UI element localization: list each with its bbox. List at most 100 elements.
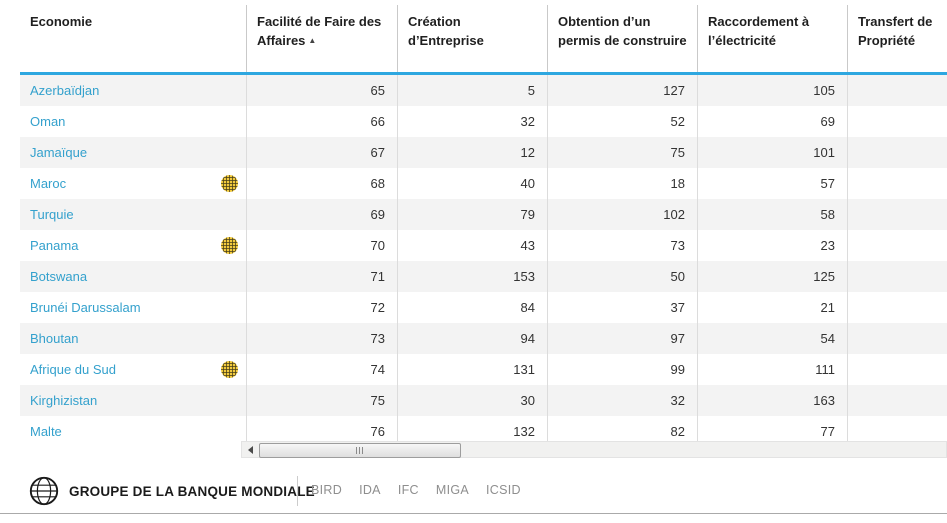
column-header-permis[interactable]: Obtention d’un permis de construire <box>547 5 697 72</box>
propriete-rank-cell <box>847 230 947 261</box>
economy-cell: Jamaïque <box>20 137 246 168</box>
propriete-rank-cell <box>847 416 947 441</box>
economy-cell: Botswana <box>20 261 246 292</box>
rankings-table: Economie Facilité de Faire des Affaires ▲… <box>20 5 947 441</box>
economy-cell: Turquie <box>20 199 246 230</box>
column-header-facilite-label: Facilité de Faire des Affaires <box>257 14 382 48</box>
electricite-rank-cell: 77 <box>697 416 847 441</box>
facilite-rank-cell: 71 <box>246 261 397 292</box>
creation-rank-cell: 131 <box>397 354 547 385</box>
propriete-rank-cell <box>847 292 947 323</box>
economy-cell: Azerbaïdjan <box>20 75 246 106</box>
economy-link[interactable]: Afrique du Sud <box>30 362 117 377</box>
economy-cell: Bhoutan <box>20 323 246 354</box>
electricite-rank-cell: 69 <box>697 106 847 137</box>
facilite-rank-cell: 73 <box>246 323 397 354</box>
economy-link[interactable]: Botswana <box>30 269 88 284</box>
table-body: Azerbaïdjan 65 5 127 105 Oman 66 32 52 6… <box>20 75 947 441</box>
creation-rank-cell: 40 <box>397 168 547 199</box>
propriete-rank-cell <box>847 385 947 416</box>
electricite-rank-cell: 125 <box>697 261 847 292</box>
facilite-rank-cell: 66 <box>246 106 397 137</box>
propriete-rank-cell <box>847 106 947 137</box>
propriete-rank-cell <box>847 354 947 385</box>
table-row: Bhoutan 73 94 97 54 <box>20 323 947 354</box>
table-row: Brunéi Darussalam 72 84 37 21 <box>20 292 947 323</box>
permis-rank-cell: 32 <box>547 385 697 416</box>
column-header-creation[interactable]: Création d’Entreprise <box>397 5 547 72</box>
permis-rank-cell: 73 <box>547 230 697 261</box>
creation-rank-cell: 43 <box>397 230 547 261</box>
propriete-rank-cell <box>847 75 947 106</box>
electricite-rank-cell: 54 <box>697 323 847 354</box>
footer-link-ifc[interactable]: IFC <box>397 483 419 497</box>
footer-link-bird[interactable]: BIRD <box>311 483 343 497</box>
creation-rank-cell: 84 <box>397 292 547 323</box>
propriete-rank-cell <box>847 199 947 230</box>
column-header-electricite[interactable]: Raccordement à l’électricité <box>697 5 847 72</box>
permis-rank-cell: 18 <box>547 168 697 199</box>
facilite-rank-cell: 69 <box>246 199 397 230</box>
electricite-rank-cell: 21 <box>697 292 847 323</box>
creation-rank-cell: 132 <box>397 416 547 441</box>
table-row: Jamaïque 67 12 75 101 <box>20 137 947 168</box>
table-row: Malte 76 132 82 77 <box>20 416 947 441</box>
footer-link-ida[interactable]: IDA <box>359 483 381 497</box>
table-row: Botswana 71 153 50 125 <box>20 261 947 292</box>
economy-link[interactable]: Jamaïque <box>30 145 88 160</box>
economy-link[interactable]: Panama <box>30 238 79 253</box>
creation-rank-cell: 12 <box>397 137 547 168</box>
facilite-rank-cell: 67 <box>246 137 397 168</box>
creation-rank-cell: 30 <box>397 385 547 416</box>
footer-link-icsid[interactable]: ICSID <box>486 483 521 497</box>
scroll-left-arrow-icon <box>247 445 253 454</box>
economy-link[interactable]: Maroc <box>30 176 67 191</box>
economy-link[interactable]: Azerbaïdjan <box>30 83 100 98</box>
horizontal-scrollbar[interactable] <box>241 441 947 458</box>
table-row: Turquie 69 79 102 58 <box>20 199 947 230</box>
electricite-rank-cell: 101 <box>697 137 847 168</box>
scroll-left-button[interactable] <box>242 442 258 457</box>
facilite-rank-cell: 70 <box>246 230 397 261</box>
globe-icon <box>221 237 238 254</box>
electricite-rank-cell: 57 <box>697 168 847 199</box>
propriete-rank-cell <box>847 323 947 354</box>
footer-links: BIRD IDA IFC MIGA ICSID <box>311 483 521 497</box>
permis-rank-cell: 50 <box>547 261 697 292</box>
economy-link[interactable]: Bhoutan <box>30 331 79 346</box>
footer-link-miga[interactable]: MIGA <box>435 483 470 497</box>
economy-link[interactable]: Oman <box>30 114 66 129</box>
footer: GROUPE DE LA BANQUE MONDIALE BIRD IDA IF… <box>0 468 947 514</box>
brand-name: GROUPE DE LA BANQUE MONDIALE <box>69 483 315 499</box>
column-header-propriete[interactable]: Transfert de Propriété <box>847 5 947 72</box>
facilite-rank-cell: 65 <box>246 75 397 106</box>
electricite-rank-cell: 23 <box>697 230 847 261</box>
table-row: Oman 66 32 52 69 <box>20 106 947 137</box>
world-bank-brand[interactable]: GROUPE DE LA BANQUE MONDIALE <box>27 474 315 508</box>
permis-rank-cell: 127 <box>547 75 697 106</box>
globe-icon <box>221 361 238 378</box>
economy-link[interactable]: Brunéi Darussalam <box>30 300 141 315</box>
propriete-rank-cell <box>847 168 947 199</box>
permis-rank-cell: 52 <box>547 106 697 137</box>
propriete-rank-cell <box>847 261 947 292</box>
table-row: Maroc 68 40 18 57 <box>20 168 947 199</box>
column-header-economie[interactable]: Economie <box>30 14 93 29</box>
column-header-facilite[interactable]: Facilité de Faire des Affaires ▲ <box>246 5 397 72</box>
economy-link[interactable]: Turquie <box>30 207 74 222</box>
economy-cell: Kirghizistan <box>20 385 246 416</box>
table-row: Kirghizistan 75 30 32 163 <box>20 385 947 416</box>
permis-rank-cell: 99 <box>547 354 697 385</box>
economy-cell: Maroc <box>20 168 246 199</box>
scrollbar-grip-icon <box>355 447 365 454</box>
propriete-rank-cell <box>847 137 947 168</box>
economy-link[interactable]: Malte <box>30 424 62 439</box>
globe-icon <box>221 175 238 192</box>
table-row: Afrique du Sud 74 131 99 111 <box>20 354 947 385</box>
creation-rank-cell: 153 <box>397 261 547 292</box>
facilite-rank-cell: 75 <box>246 385 397 416</box>
creation-rank-cell: 94 <box>397 323 547 354</box>
scrollbar-thumb[interactable] <box>259 443 461 458</box>
footer-bottom-rule <box>0 513 947 514</box>
economy-link[interactable]: Kirghizistan <box>30 393 98 408</box>
